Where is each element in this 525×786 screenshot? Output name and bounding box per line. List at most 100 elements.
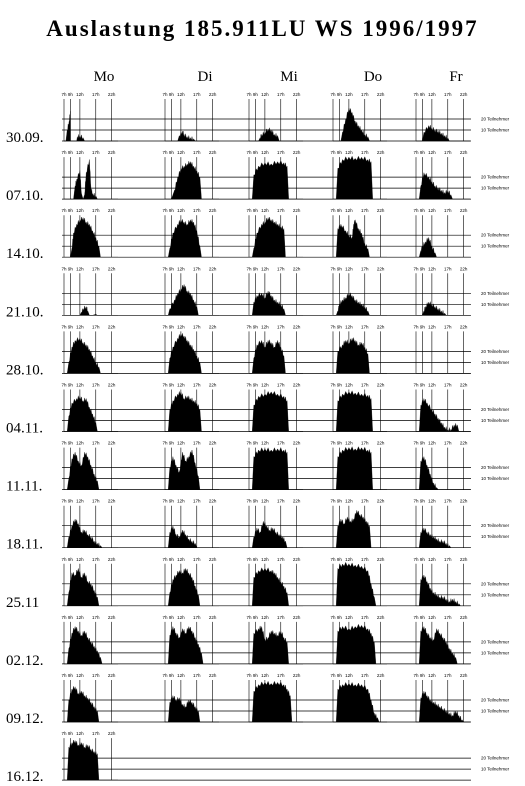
- hour-tick-label: 22h: [108, 615, 116, 620]
- load-area-mo: [64, 568, 118, 606]
- hour-tick-label: 9h: [68, 324, 74, 329]
- hour-tick-label: 12h: [261, 673, 269, 678]
- hour-tick-label: 12h: [177, 266, 185, 271]
- hour-tick-label: 12h: [428, 92, 436, 97]
- hour-tick-label: 12h: [261, 266, 269, 271]
- hour-tick-label: 12h: [261, 208, 269, 213]
- hour-tick-label: 22h: [293, 383, 301, 388]
- hour-tick-label: 17h: [361, 383, 369, 388]
- hour-tick-label: 17h: [92, 324, 100, 329]
- hour-tick-label: 7h: [162, 615, 168, 620]
- load-area-mo: [64, 395, 118, 432]
- hour-tick-label: 22h: [209, 615, 217, 620]
- hour-tick-label: 17h: [444, 673, 452, 678]
- hour-tick-label: 17h: [277, 266, 285, 271]
- hour-tick-label: 9h: [68, 499, 74, 504]
- hour-tick-label: 9h: [253, 557, 259, 562]
- hour-tick-label: 17h: [444, 615, 452, 620]
- hour-tick-label: 12h: [261, 615, 269, 620]
- hour-tick-label: 9h: [337, 383, 343, 388]
- hour-tick-label: 17h: [277, 499, 285, 504]
- hour-tick-label: 12h: [177, 324, 185, 329]
- hour-tick-label: 12h: [428, 441, 436, 446]
- hour-tick-label: 7h: [61, 731, 67, 736]
- hour-tick-label: 22h: [377, 673, 385, 678]
- hour-tick-label: 12h: [345, 499, 353, 504]
- hour-tick-label: 17h: [444, 266, 452, 271]
- hour-tick-label: 22h: [377, 615, 385, 620]
- hour-tick-label: 9h: [337, 499, 343, 504]
- load-area-di: [165, 626, 219, 665]
- hour-tick-label: 12h: [428, 615, 436, 620]
- hour-tick-label: 17h: [92, 673, 100, 678]
- hour-tick-label: 22h: [209, 92, 217, 97]
- hour-tick-label: 9h: [253, 673, 259, 678]
- hour-tick-label: 17h: [361, 615, 369, 620]
- hour-tick-label: 7h: [246, 615, 252, 620]
- load-area-do: [333, 292, 387, 316]
- hour-tick-label: 22h: [293, 615, 301, 620]
- hour-tick-label: 7h: [413, 208, 419, 213]
- hour-tick-label: 9h: [68, 615, 74, 620]
- hour-tick-label: 7h: [61, 673, 67, 678]
- reference-label: 10 Teilnehmer: [481, 476, 510, 481]
- hour-tick-label: 22h: [377, 266, 385, 271]
- hour-tick-label: 17h: [277, 557, 285, 562]
- hour-tick-label: 12h: [428, 150, 436, 155]
- hour-tick-label: 9h: [253, 92, 259, 97]
- load-area-di: [165, 391, 219, 432]
- hour-tick-label: 12h: [76, 441, 84, 446]
- reference-label: 20 Teilnehmer: [481, 698, 510, 703]
- hour-tick-label: 17h: [92, 499, 100, 504]
- hour-tick-label: 9h: [420, 615, 426, 620]
- hour-tick-label: 22h: [293, 92, 301, 97]
- hour-tick-label: 17h: [193, 499, 201, 504]
- reference-label: 10 Teilnehmer: [481, 360, 510, 365]
- hour-tick-label: 17h: [92, 615, 100, 620]
- hour-tick-label: 22h: [108, 673, 116, 678]
- hour-tick-label: 7h: [246, 441, 252, 446]
- hour-tick-label: 7h: [246, 208, 252, 213]
- hour-tick-label: 17h: [444, 92, 452, 97]
- load-area-di: [165, 568, 219, 606]
- hour-tick-label: 22h: [209, 441, 217, 446]
- hour-tick-label: 7h: [61, 266, 67, 271]
- hour-tick-label: 17h: [193, 441, 201, 446]
- hour-tick-label: 17h: [361, 324, 369, 329]
- hour-tick-label: 22h: [377, 324, 385, 329]
- reference-label: 10 Teilnehmer: [481, 709, 510, 714]
- load-area-fr: [416, 626, 470, 665]
- hour-tick-label: 17h: [444, 324, 452, 329]
- hour-tick-label: 9h: [253, 324, 259, 329]
- hour-tick-label: 7h: [61, 557, 67, 562]
- load-area-di: [165, 525, 219, 548]
- chart-title: Auslastung 185.911LU WS 1996/1997: [46, 16, 479, 41]
- load-area-mi: [249, 680, 303, 723]
- hour-tick-label: 9h: [169, 92, 175, 97]
- hour-tick-label: 22h: [377, 499, 385, 504]
- hour-tick-label: 9h: [68, 557, 74, 562]
- hour-tick-label: 22h: [293, 208, 301, 213]
- hour-tick-label: 22h: [293, 557, 301, 562]
- hour-tick-label: 22h: [460, 615, 468, 620]
- hour-tick-label: 17h: [277, 673, 285, 678]
- hour-tick-label: 7h: [413, 266, 419, 271]
- hour-tick-label: 7h: [246, 150, 252, 155]
- hour-tick-label: 7h: [61, 324, 67, 329]
- hour-tick-label: 9h: [337, 150, 343, 155]
- day-label-mo: Mo: [94, 69, 115, 85]
- hour-tick-label: 7h: [413, 92, 419, 97]
- load-area-fr: [416, 398, 470, 433]
- reference-label: 10 Teilnehmer: [481, 186, 510, 191]
- hour-tick-label: 9h: [337, 324, 343, 329]
- hour-tick-label: 7h: [246, 383, 252, 388]
- load-area-do: [333, 337, 387, 374]
- hour-tick-label: 22h: [293, 499, 301, 504]
- hour-tick-label: 7h: [162, 441, 168, 446]
- hour-tick-label: 7h: [330, 324, 336, 329]
- hour-tick-label: 7h: [61, 208, 67, 213]
- hour-tick-label: 17h: [193, 150, 201, 155]
- hour-tick-label: 22h: [460, 92, 468, 97]
- hour-tick-label: 17h: [361, 557, 369, 562]
- load-area-di: [165, 284, 219, 316]
